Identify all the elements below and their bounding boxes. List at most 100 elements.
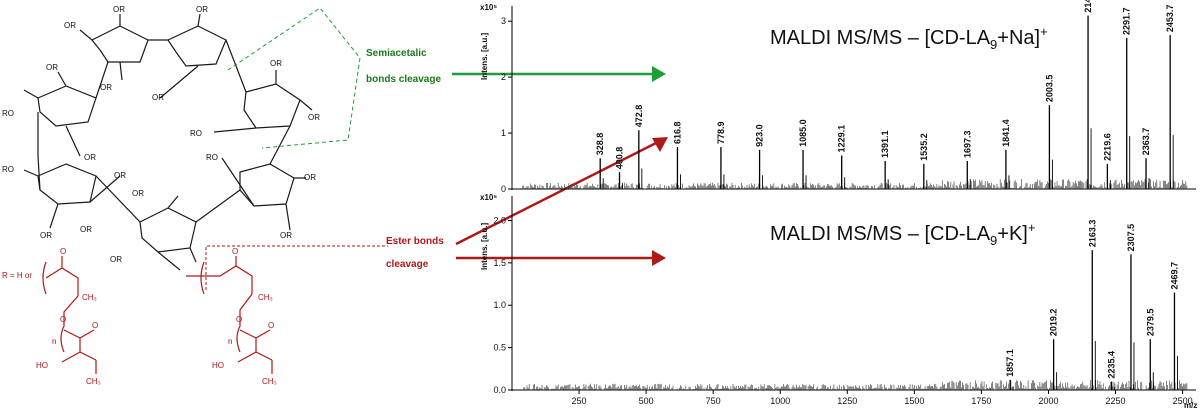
xtick-label-1: 500	[639, 396, 654, 406]
peaks-na: 328.8 400.8 472.8 616.8 778.9 923.0 1085.0 1229…	[595, 0, 1175, 189]
peak-label-6: 1085.0	[798, 119, 808, 147]
xtick-label-8: 2250	[1106, 396, 1126, 406]
svg-text:OR: OR	[304, 173, 316, 182]
or-labels: OR OR OR OR OR OR OR RO RO OR OR OR RO O…	[2, 5, 320, 264]
peaks-k: 1857.1 2019.2 2163.3 2235.4 2307.5 2379.5 2469…	[1005, 220, 1179, 390]
svg-text:CH₃: CH₃	[86, 377, 101, 386]
ylabel-k: Intens. [a.u.]	[480, 223, 489, 270]
svg-text:n: n	[52, 337, 56, 346]
baseline-noise-k	[522, 380, 1188, 390]
peak-label-2: 472.8	[634, 105, 644, 128]
peak-label-7: 1229.1	[837, 125, 847, 153]
xtick-label-5: 1500	[904, 396, 924, 406]
svg-text:OR: OR	[80, 225, 92, 234]
ytick-label-2: 2	[501, 72, 506, 82]
semiacetalic-annotation: Semiacetalic bonds cleavage	[227, 7, 666, 149]
ytick-label-4: 2.0	[493, 215, 506, 225]
svg-text:HO: HO	[36, 361, 48, 370]
ester-label-line1: Ester bonds	[386, 236, 444, 247]
peak-label-8: 1391.1	[880, 131, 890, 159]
peak-label-3: 616.8	[672, 122, 682, 145]
svg-text:OR: OR	[196, 5, 208, 14]
peak-label-17: 2453.7	[1165, 5, 1175, 33]
svg-text:O: O	[60, 247, 66, 256]
semiacetalic-label-line2: bonds cleavage	[366, 74, 441, 85]
svg-text:HO: HO	[212, 361, 224, 370]
ytick-label-0: 0.0	[493, 385, 506, 395]
svg-text:O: O	[92, 321, 98, 330]
panel-title-k: MALDI MS/MS – [CD-LA9+K]+	[770, 220, 1035, 248]
svg-text:O: O	[268, 321, 274, 330]
ytick-label-1: 0.5	[493, 343, 506, 353]
yticks-na: 0 1 2 3	[501, 16, 512, 194]
svg-text:OR: OR	[84, 153, 96, 162]
svg-text:CH₃: CH₃	[262, 377, 277, 386]
svg-text:OR: OR	[64, 21, 76, 30]
svg-text:OR: OR	[152, 93, 164, 102]
svg-text:O: O	[60, 315, 66, 324]
peak-label-2: 2163.3	[1087, 220, 1097, 248]
svg-text:RO: RO	[2, 165, 14, 174]
xtick-label-0: 250	[572, 396, 587, 406]
ester-label-line2: cleavage	[386, 259, 429, 270]
svg-text:CH₃: CH₃	[82, 293, 97, 302]
svg-text:OR: OR	[113, 5, 125, 14]
svg-text:RO: RO	[2, 109, 14, 118]
green-arrow-head	[652, 66, 666, 82]
peak-label-13: 2147.6	[1083, 0, 1093, 13]
ester-annotation: Ester bonds cleavage	[205, 137, 668, 290]
peak-label-6: 2469.7	[1169, 262, 1179, 290]
svg-text:OR: OR	[40, 231, 52, 240]
peak-label-5: 923.0	[755, 124, 765, 147]
ylabel-na: Intens. [a.u.]	[480, 33, 489, 80]
svg-text:RO: RO	[206, 153, 218, 162]
peak-label-0: 328.8	[595, 133, 605, 156]
svg-text:n: n	[228, 337, 232, 346]
peak-label-4: 2307.5	[1126, 224, 1136, 252]
spectrum-panel-k: x10⁵ Intens. [a.u.] MALDI MS/MS – [CD-LA…	[480, 193, 1197, 410]
svg-text:OR: OR	[308, 113, 320, 122]
svg-text:RO: RO	[190, 129, 202, 138]
peak-label-11: 1841.4	[1001, 119, 1011, 147]
peak-label-5: 2379.5	[1145, 309, 1155, 337]
peak-label-4: 778.9	[716, 122, 726, 145]
svg-text:OR: OR	[270, 59, 282, 68]
svg-text:O: O	[232, 247, 238, 256]
lactic-acid-chains: R = H or O CH₃ O n O HO CH₃ O CH₃ O n O …	[2, 247, 277, 386]
semiacetalic-label-line1: Semiacetalic	[366, 48, 427, 59]
red-arrow-lower-head	[652, 250, 666, 266]
peak-label-10: 1697.3	[962, 131, 972, 159]
cyclodextrin-structure	[23, 13, 313, 271]
xtick-label-6: 1750	[971, 396, 991, 406]
yscale-label-na: x10⁵	[480, 3, 497, 12]
ytick-label-0: 0	[501, 184, 506, 194]
xticks-k: 250 500 750 1000 1250 1500 1750 2000 2250 2500	[572, 390, 1193, 406]
xtick-label-9: 2500	[1173, 396, 1193, 406]
peak-label-0: 1857.1	[1005, 349, 1015, 377]
svg-text:OR: OR	[100, 83, 112, 92]
yticks-k: 0.0 0.5 1.0 1.5 2.0	[493, 215, 512, 395]
svg-text:CH₃: CH₃	[258, 293, 273, 302]
peak-label-1: 400.8	[615, 147, 625, 170]
svg-text:R = H or: R = H or	[2, 271, 32, 280]
xlabel-mz: m/z	[1184, 401, 1197, 410]
peak-label-1: 2019.2	[1049, 309, 1059, 337]
peak-label-3: 2235.4	[1107, 351, 1117, 379]
red-arrow-upper-shaft	[455, 140, 659, 246]
xtick-label-7: 2000	[1038, 396, 1058, 406]
red-arrow-upper-head	[652, 137, 668, 152]
yscale-label-k: x10⁵	[480, 193, 497, 202]
ytick-label-2: 1.0	[493, 300, 506, 310]
panel-title-na: MALDI MS/MS – [CD-LA9+Na]+	[770, 24, 1048, 52]
spectrum-panel-na: x10⁵ Intens. [a.u.] MALDI MS/MS – [CD-LA…	[480, 0, 1196, 194]
xtick-label-3: 1000	[770, 396, 790, 406]
svg-text:OR: OR	[132, 189, 144, 198]
xtick-label-2: 750	[706, 396, 721, 406]
ytick-label-3: 1.5	[493, 258, 506, 268]
peak-label-12: 2003.5	[1044, 75, 1054, 103]
svg-text:OR: OR	[110, 255, 122, 264]
svg-text:OR: OR	[114, 171, 126, 180]
ytick-label-3: 3	[501, 16, 506, 26]
peak-label-15: 2291.7	[1122, 7, 1132, 35]
svg-text:OR: OR	[46, 63, 58, 72]
